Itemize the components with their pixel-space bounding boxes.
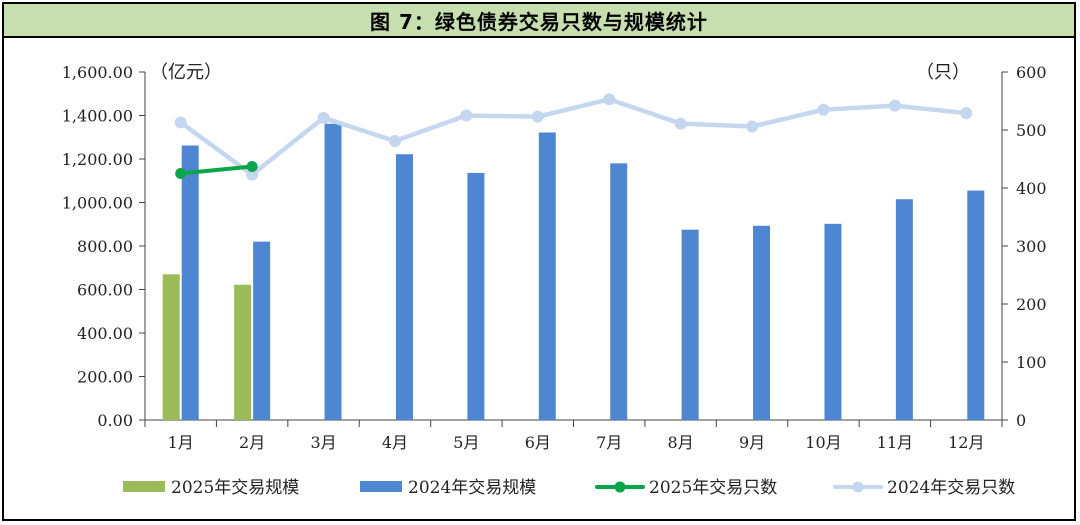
x-tick-label: 2月 [239,433,265,452]
x-tick-label: 11月 [877,433,913,452]
left-tick-label: 200.00 [77,368,133,387]
left-tick-label: 1,400.00 [62,107,133,126]
bar-2024 [753,225,771,420]
left-tick-label: 1,000.00 [62,194,133,213]
bar-2024 [967,190,985,420]
x-tick-label: 8月 [668,433,694,452]
legend-swatch [360,481,402,492]
bar-2024 [253,241,271,420]
right-axis-unit: （只） [916,62,970,83]
bar-2024 [610,163,628,420]
point-2024 [888,99,901,112]
point-2024 [317,111,330,124]
point-2024 [460,109,473,122]
left-tick-label: 400.00 [77,324,133,343]
bar-2024 [467,172,485,420]
bar-2024 [824,223,842,420]
left-tick-label: 800.00 [77,237,133,256]
right-tick-label: 200 [1016,295,1047,314]
x-tick-label: 3月 [310,433,336,452]
right-tick-label: 400 [1016,179,1047,198]
bar-2025 [234,284,252,420]
legend-label: 2024年交易只数 [887,478,1015,498]
chart-title: 图 7：绿色债券交易只数与规模统计 [370,9,708,34]
legend-marker [852,481,864,493]
point-2024 [603,93,616,106]
bar-2025 [162,274,180,420]
point-2024 [746,120,759,133]
right-tick-label: 100 [1016,353,1047,372]
x-tick-label: 10月 [805,433,841,452]
bar-2024 [395,154,413,420]
title-bar: 图 7：绿色债券交易只数与规模统计 [4,4,1074,38]
left-axis-unit: （亿元） [150,62,222,83]
right-tick-label: 0 [1016,411,1026,430]
point-2024 [531,110,544,123]
point-2025 [246,161,258,173]
legend-marker [614,481,626,493]
legend-label: 2024年交易规模 [408,478,536,498]
right-tick-label: 600 [1016,63,1047,82]
point-2024 [817,103,830,116]
x-tick-label: 6月 [525,433,551,452]
left-tick-label: 600.00 [77,281,133,300]
left-tick-label: 1,200.00 [62,150,133,169]
point-2024 [960,107,973,120]
line-2024 [178,97,969,177]
right-tick-label: 300 [1016,237,1047,256]
point-2024 [388,135,401,148]
bar-2024 [895,199,913,420]
legend-label: 2025年交易规模 [171,478,299,498]
x-tick-label: 1月 [168,433,194,452]
bar-2024 [181,145,199,420]
x-tick-label: 9月 [739,433,765,452]
x-tick-label: 12月 [948,433,984,452]
legend-label: 2025年交易只数 [649,478,777,498]
left-tick-label: 1,600.00 [62,63,133,82]
point-2024 [246,168,259,181]
point-2024 [174,116,187,129]
bar-2024 [324,123,342,420]
right-tick-label: 500 [1016,121,1047,140]
bar-2024 [538,132,556,420]
bar-2024 [681,229,699,420]
line-2025 [178,164,255,176]
point-2025 [175,168,187,179]
x-tick-label: 4月 [382,433,408,452]
point-2024 [674,117,687,130]
x-tick-label: 7月 [596,433,622,452]
x-tick-label: 5月 [453,433,479,452]
legend-swatch [123,481,165,492]
left-tick-label: 0.00 [97,411,133,430]
